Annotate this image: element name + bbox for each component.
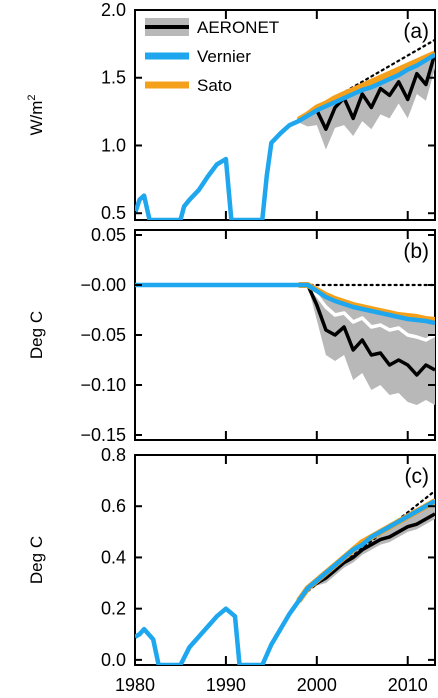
panel-b-series-aeronet-line xyxy=(298,283,435,377)
panel-a-y-axis-label-text: W/m2 xyxy=(26,94,46,135)
panel-c-x-tick-label: 2010 xyxy=(388,675,428,695)
panel-c-x-tick-label: 1990 xyxy=(206,675,246,695)
panel-a-label: (a) xyxy=(403,20,429,43)
panel-c-series-aeronet-range xyxy=(298,498,435,601)
panel-a: (a) W/m2 AERONET Vernier Sato xyxy=(26,9,436,221)
panel-c-y-axis-label: Deg C xyxy=(27,536,46,584)
panel-b-series-aeronet-mean-line xyxy=(298,283,435,342)
panel-a-y-axis-label: W/m2 xyxy=(26,94,46,135)
panel-b-label-text: (b) xyxy=(403,240,429,263)
panel-c: (c) Deg C xyxy=(27,454,436,666)
panel-a-frame xyxy=(134,9,436,221)
panel-a-plot-area xyxy=(135,38,435,220)
panel-b-y-tick-label: −0.00 xyxy=(80,275,126,295)
panel-a-y-tick-label: 1.0 xyxy=(101,135,126,155)
panel-a-y-tick-label: 1.5 xyxy=(101,68,126,88)
legend-label-vernier: Vernier xyxy=(197,47,251,66)
panel-b-y-axis-label: Deg C xyxy=(27,311,46,359)
panel-b-plot-area xyxy=(135,282,435,405)
panel-c-y-tick-label: 0.0 xyxy=(101,650,126,670)
legend-label-aeronet: AERONET xyxy=(197,18,279,37)
panel-b-y-axis-label-text: Deg C xyxy=(27,311,46,359)
panel-b-series-vernier-line xyxy=(135,282,435,326)
legend-label-sato: Sato xyxy=(197,76,232,95)
panel-c-y-tick-label: 0.8 xyxy=(101,445,126,465)
panel-b-y-tick-label: −0.05 xyxy=(80,325,126,345)
panel-a-y-axis-label-main: W/m xyxy=(27,101,46,136)
panel-c-y-tick-label: 0.2 xyxy=(101,599,126,619)
panel-c-y-axis-label-text: Deg C xyxy=(27,536,46,584)
panel-c-frame xyxy=(134,454,436,666)
panel-c-series-vernier-line xyxy=(135,499,435,665)
panel-b-y-tick-label: −0.15 xyxy=(80,425,126,445)
panel-a-y-tick-label: 2.0 xyxy=(101,0,126,20)
panel-b-label: (b) xyxy=(403,240,429,263)
panel-c-x-tick-label: 1980 xyxy=(115,675,155,695)
panel-a-y-tick-label: 0.5 xyxy=(101,203,126,223)
panel-c-x-tick-label: 2000 xyxy=(297,675,337,695)
panel-c-y-tick-label: 0.6 xyxy=(101,496,126,516)
panel-b-y-axis-label-main: Deg C xyxy=(27,311,46,359)
panel-c-y-axis-label-main: Deg C xyxy=(27,536,46,584)
legend: AERONET Vernier Sato xyxy=(145,18,279,95)
panel-b-y-tick-label: −0.10 xyxy=(80,375,126,395)
panel-a-series-aeronet-line xyxy=(297,52,435,131)
panel-c-y-tick-label: 0.4 xyxy=(101,547,126,567)
panel-b-y-tick-label: 0.05 xyxy=(91,225,126,245)
panel-c-plot-area xyxy=(135,489,435,665)
panel-a-y-axis-label-superscript: 2 xyxy=(26,94,38,100)
panel-c-label: (c) xyxy=(405,465,430,488)
panel-c-label-text: (c) xyxy=(405,465,430,488)
panel-a-series-sato-line xyxy=(297,50,435,123)
panel-a-label-text: (a) xyxy=(403,20,429,43)
panel-a-series-vernier-line xyxy=(135,52,435,220)
